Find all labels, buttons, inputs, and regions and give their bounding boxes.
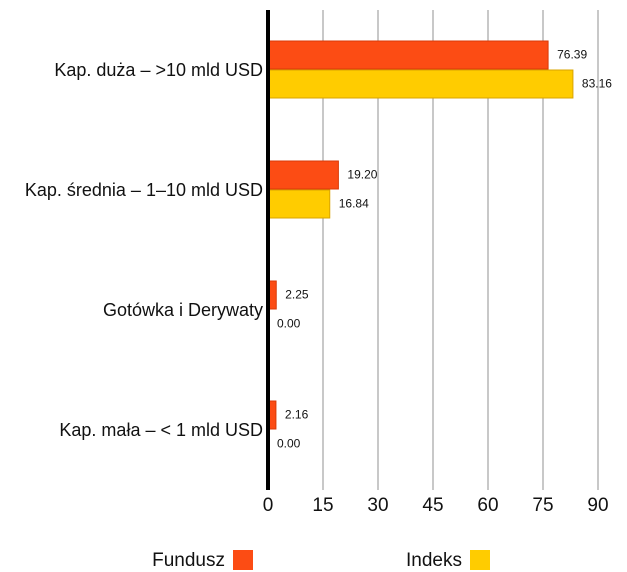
category-label: Gotówka i Derywaty bbox=[102, 300, 263, 320]
category-label: Kap. duża – >10 mld USD bbox=[54, 60, 263, 80]
legend-swatch bbox=[233, 550, 253, 570]
bar bbox=[267, 69, 574, 99]
legend-label: Fundusz bbox=[152, 550, 225, 571]
category-label: Kap. średnia – 1–10 mld USD bbox=[24, 180, 263, 200]
value-label: 0.00 bbox=[277, 437, 301, 451]
value-label: 0.00 bbox=[277, 317, 301, 331]
x-tick-label: 75 bbox=[532, 495, 553, 516]
legend-label: Indeks bbox=[406, 550, 462, 571]
value-label: 2.25 bbox=[285, 288, 309, 302]
value-label: 19.20 bbox=[347, 168, 377, 182]
x-tick-label: 45 bbox=[422, 495, 443, 516]
x-tick-label: 15 bbox=[312, 495, 333, 516]
category-label: Kap. mała – < 1 mld USD bbox=[59, 420, 263, 440]
bar bbox=[267, 160, 339, 190]
value-label: 16.84 bbox=[339, 197, 369, 211]
x-tick-label: 60 bbox=[477, 495, 498, 516]
x-tick-label: 30 bbox=[367, 495, 388, 516]
bar bbox=[267, 189, 331, 219]
value-label: 2.16 bbox=[285, 408, 309, 422]
bar bbox=[267, 40, 549, 70]
x-tick-label: 0 bbox=[263, 495, 274, 516]
value-label: 83.16 bbox=[582, 77, 612, 91]
legend-swatch bbox=[470, 550, 490, 570]
x-tick-label: 90 bbox=[587, 495, 608, 516]
value-label: 76.39 bbox=[557, 48, 587, 62]
